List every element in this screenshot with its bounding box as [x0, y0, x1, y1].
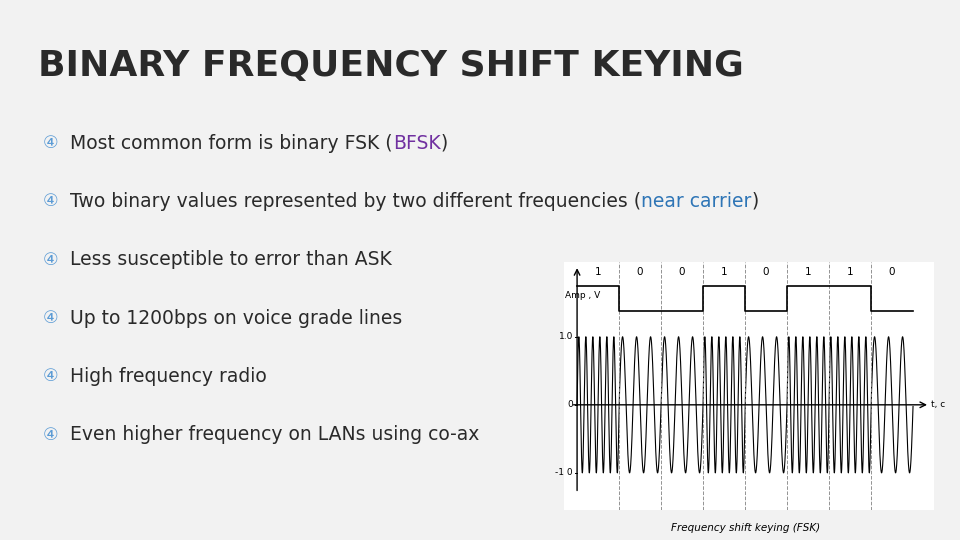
- Text: t, c: t, c: [930, 400, 945, 409]
- Text: Even higher frequency on LANs using co-ax: Even higher frequency on LANs using co-a…: [70, 425, 479, 444]
- Text: -1 0: -1 0: [555, 468, 573, 477]
- Text: ④: ④: [43, 426, 59, 444]
- Text: 0: 0: [763, 267, 769, 277]
- Text: 0: 0: [679, 267, 685, 277]
- Text: ④: ④: [43, 134, 59, 152]
- Text: ④: ④: [43, 251, 59, 269]
- Text: BFSK: BFSK: [393, 133, 441, 153]
- Text: Two binary values represented by two different frequencies (: Two binary values represented by two dif…: [70, 192, 641, 211]
- Text: 0: 0: [636, 267, 643, 277]
- Text: 1: 1: [804, 267, 811, 277]
- Text: Frequency shift keying (FSK): Frequency shift keying (FSK): [670, 523, 820, 532]
- Text: ): ): [752, 192, 758, 211]
- Text: ): ): [441, 133, 447, 153]
- Text: ④: ④: [43, 367, 59, 386]
- Text: 0: 0: [567, 400, 573, 409]
- Text: ④: ④: [43, 192, 59, 211]
- Text: BINARY FREQUENCY SHIFT KEYING: BINARY FREQUENCY SHIFT KEYING: [38, 49, 744, 83]
- Text: 0: 0: [889, 267, 896, 277]
- Text: ④: ④: [43, 309, 59, 327]
- Text: Less susceptible to error than ASK: Less susceptible to error than ASK: [70, 250, 392, 269]
- Text: 1: 1: [595, 267, 601, 277]
- Text: Amp , V: Amp , V: [565, 292, 601, 300]
- Text: High frequency radio: High frequency radio: [70, 367, 267, 386]
- Text: Most common form is binary FSK (: Most common form is binary FSK (: [70, 133, 393, 153]
- Text: 1: 1: [847, 267, 853, 277]
- Text: near carrier: near carrier: [641, 192, 752, 211]
- Text: 1.0: 1.0: [559, 332, 573, 341]
- Text: 1: 1: [721, 267, 728, 277]
- Text: Up to 1200bps on voice grade lines: Up to 1200bps on voice grade lines: [70, 308, 402, 328]
